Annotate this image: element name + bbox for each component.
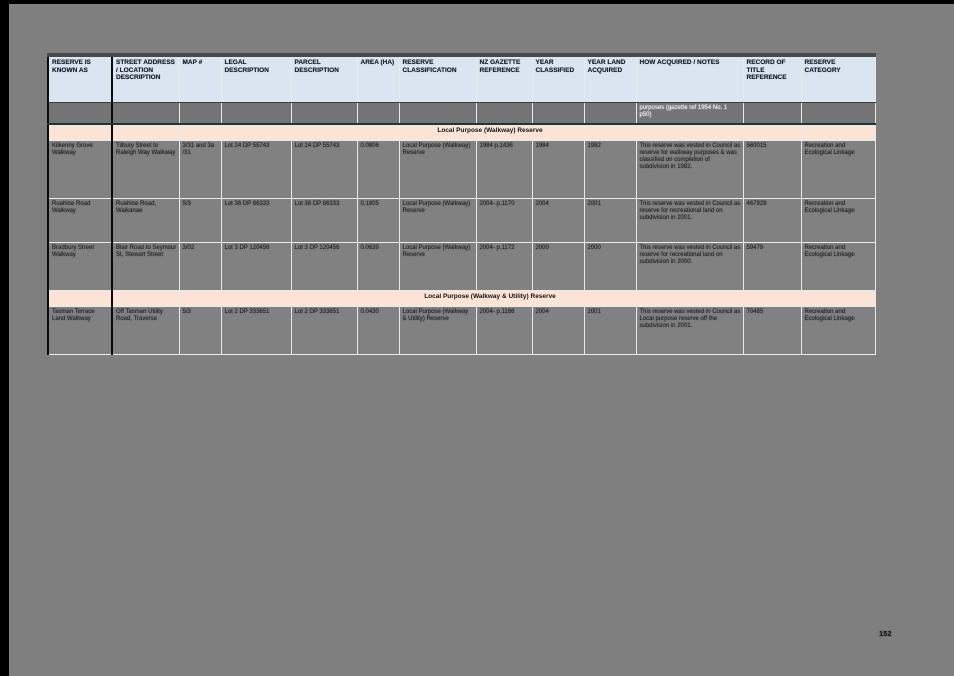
column-header-known-as: RESERVE IS KNOWN AS — [47, 54, 113, 103]
cell-category: Recreation and Ecological Linkage — [800, 305, 876, 355]
column-header-area: AREA (ha) — [356, 54, 400, 103]
cell-map: 3/02 — [178, 241, 222, 291]
cell-address: Tilbury Street to Raleigh Way Walkway — [111, 139, 180, 199]
cell-year-acquired: 2000 — [583, 241, 637, 291]
cell-year-acquired: 1982 — [583, 139, 637, 199]
cell-classification: Local Purpose (Walkway & Utility) Reserv… — [398, 305, 477, 355]
cell-record-of-title: 59479 — [742, 241, 802, 291]
reserves-table: RESERVE IS KNOWN AS STREET ADDRESS / LOC… — [47, 53, 876, 355]
document-page: RESERVE IS KNOWN AS STREET ADDRESS / LOC… — [9, 4, 954, 676]
cell-area: 0.0639 — [356, 241, 400, 291]
cell-legal: Lot 24 DP 55743 — [220, 139, 292, 199]
cell-classification: Local Purpose (Walkway) Reserve — [398, 197, 477, 243]
cell-year-classified: 2004 — [531, 305, 585, 355]
cell-address: Ruahine Road, Waikanae — [111, 197, 180, 243]
table-row: Ruahine Road Walkway Ruahine Road, Waika… — [47, 197, 876, 243]
cell-legal: Lot 3 DP 120456 — [220, 241, 292, 291]
section-label: Local Purpose (Walkway & Utility) Reserv… — [178, 289, 802, 307]
cell-parcel: Lot 3 DP 120456 — [290, 241, 358, 291]
cell-address: Off Tasman Utility Road, Traverse — [111, 305, 180, 355]
table-row: Bradbury Street Walkway Blair Road to Se… — [47, 241, 876, 291]
cell-year-acquired: 2001 — [583, 197, 637, 243]
cell-known-as: Bradbury Street Walkway — [47, 241, 113, 291]
cell-gazette: 2004- p.1172 — [475, 241, 533, 291]
cell-classification: Local Purpose (Walkway) Reserve — [398, 241, 477, 291]
cell-address: Blair Road to Seymour St, Stewart Street — [111, 241, 180, 291]
cell-year-classified: 1984 — [531, 139, 585, 199]
table-row: Tasman Terrace Land Walkway Off Tasman U… — [47, 305, 876, 355]
cell-gazette: 2004- p.1170 — [475, 197, 533, 243]
cell-area: 0.0430 — [356, 305, 400, 355]
cell-record-of-title: 560015 — [742, 139, 802, 199]
table-row: Kilkenny Grove Walkway Tilbury Street to… — [47, 139, 876, 199]
cell-notes: This reserve was vested in Council as Lo… — [635, 305, 744, 355]
continuation-row: purposes (gazette ref 1954 No. 1 p50) — [47, 101, 876, 125]
cell-classification: Local Purpose (Walkway) Reserve — [398, 139, 477, 199]
cell-category: Recreation and Ecological Linkage — [800, 197, 876, 243]
column-header-year-classified: YEAR CLASSIFIED — [531, 54, 585, 103]
column-header-address: STREET ADDRESS / LOCATION DESCRIPTION — [111, 54, 180, 103]
column-header-record-of-title: RECORD OF TITLE REFERENCE — [742, 54, 802, 103]
cell-gazette: 2004- p.1166 — [475, 305, 533, 355]
cell-gazette: 1984 p.1436 — [475, 139, 533, 199]
cell-legal: Lot 2 DP 333651 — [220, 305, 292, 355]
cell-category: Recreation and Ecological Linkage — [800, 139, 876, 199]
cell-known-as: Kilkenny Grove Walkway — [47, 139, 113, 199]
cell-parcel: Lot 36 DP 86333 — [290, 197, 358, 243]
section-band-walkway: Local Purpose (Walkway) Reserve — [47, 123, 876, 141]
column-header-parcel: PARCEL DESCRIPTION — [290, 54, 358, 103]
column-header-legal: LEGAL DESCRIPTION — [220, 54, 292, 103]
column-header-classification: RESERVE CLASSIFICATION — [398, 54, 477, 103]
cell-notes: This reserve was vested in Council as re… — [635, 139, 744, 199]
cell-year-acquired: 2001 — [583, 305, 637, 355]
column-header-gazette: NZ GAZETTE REFERENCE — [475, 54, 533, 103]
cell-map: 5/3 — [178, 197, 222, 243]
cell-notes-continued: purposes (gazette ref 1954 No. 1 p50) — [635, 101, 744, 125]
cell-record-of-title: 467929 — [742, 197, 802, 243]
cell-parcel: Lot 2 DP 333651 — [290, 305, 358, 355]
section-band-walkway-utility: Local Purpose (Walkway & Utility) Reserv… — [47, 289, 876, 307]
cell-year-classified: 2004 — [531, 197, 585, 243]
cell-map: 3/31 and 3a /31 — [178, 139, 222, 199]
cell-area: 0.0806 — [356, 139, 400, 199]
cell-year-classified: 2000 — [531, 241, 585, 291]
column-header-category: RESERVE CATEGORY — [800, 54, 876, 103]
section-label: Local Purpose (Walkway) Reserve — [178, 123, 802, 141]
cell-record-of-title: 70485 — [742, 305, 802, 355]
column-header-map: MAP # — [178, 54, 222, 103]
cell-parcel: Lot 24 DP 55743 — [290, 139, 358, 199]
cell-area: 0.1805 — [356, 197, 400, 243]
cell-notes: This reserve was vested in Council as re… — [635, 241, 744, 291]
cell-known-as: Tasman Terrace Land Walkway — [47, 305, 113, 355]
table-header-row: RESERVE IS KNOWN AS STREET ADDRESS / LOC… — [47, 54, 876, 103]
column-header-year-acquired: YEAR LAND ACQUIRED — [583, 54, 637, 103]
cell-map: 5/3 — [178, 305, 222, 355]
cell-known-as: Ruahine Road Walkway — [47, 197, 113, 243]
column-header-notes: HOW ACQUIRED / NOTES — [635, 54, 744, 103]
cell-notes: This reserve was vested in Council as re… — [635, 197, 744, 243]
cell-legal: Lot 36 DP 86333 — [220, 197, 292, 243]
page-number: 152 — [879, 629, 892, 638]
cell-category: Recreation and Ecological Linkage — [800, 241, 876, 291]
